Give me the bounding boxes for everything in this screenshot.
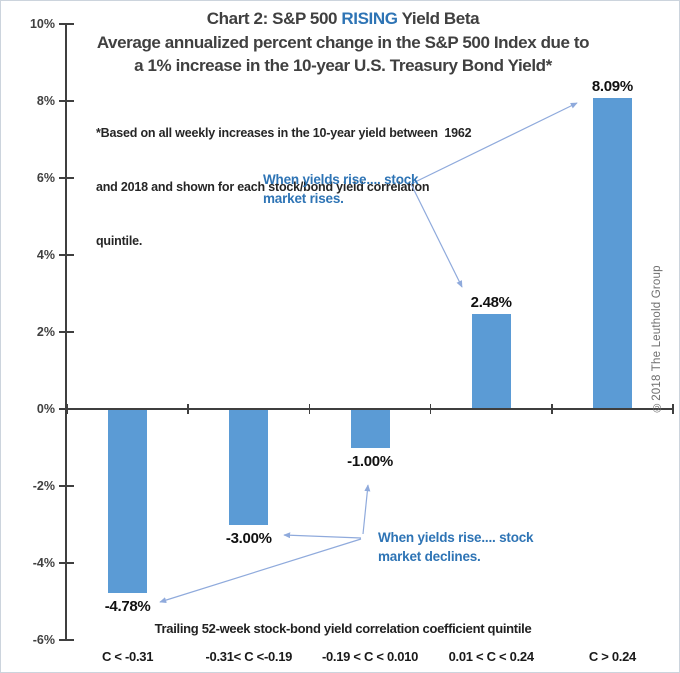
chart-subtitle-line2: a 1% increase in the 10-year U.S. Treasu…	[134, 56, 552, 75]
y-axis-label: 6%	[36, 171, 55, 185]
bar	[471, 313, 511, 409]
category-label: C < -0.31	[102, 649, 154, 664]
data-label: 8.09%	[591, 77, 633, 95]
x-axis-tick	[308, 404, 311, 414]
annotation-arrow	[159, 538, 362, 604]
annotation-arrow	[283, 532, 362, 539]
footnote-line3: quintile.	[96, 234, 143, 248]
bar	[350, 409, 390, 448]
y-axis-tick	[58, 485, 74, 487]
x-axis-tick	[551, 404, 553, 414]
annotation-declines: When yields rise.... stock market declin…	[378, 528, 534, 566]
y-axis-label: 10%	[29, 17, 55, 31]
annotation-arrow	[362, 484, 371, 535]
data-label: -4.78%	[104, 598, 151, 616]
y-axis-tick	[58, 100, 74, 102]
y-axis-tick	[58, 639, 74, 641]
x-axis-tick	[187, 404, 189, 414]
data-label: 2.48%	[470, 293, 512, 311]
annotation-declines-line1: When yields rise.... stock	[378, 530, 534, 545]
y-axis-tick	[58, 177, 74, 179]
annotation-rises-line1: When yields rise.... stock	[263, 172, 419, 187]
x-axis-tick	[672, 404, 674, 414]
annotation-declines-line2: market declines.	[378, 549, 481, 564]
bar	[108, 409, 148, 594]
annotation-rises: When yields rise.... stock market rises.	[263, 170, 419, 208]
bar	[229, 409, 269, 525]
y-axis-label: 4%	[36, 248, 55, 262]
y-axis-tick	[58, 562, 74, 564]
category-label: C > 0.24	[588, 649, 636, 664]
category-label: 0.01 < C < 0.24	[448, 649, 534, 664]
data-label: -1.00%	[347, 452, 393, 470]
y-axis-label: 0%	[36, 402, 55, 416]
footnote-line1: *Based on all weekly increases in the 10…	[96, 126, 472, 140]
chart-subtitle-line1: Average annualized percent change in the…	[96, 32, 590, 52]
title-block: Chart 2: S&P 500 RISING Yield Beta Avera…	[11, 7, 675, 78]
y-axis-tick	[58, 254, 74, 256]
zero-line	[65, 408, 674, 410]
chart-title-suffix: Yield Beta	[397, 9, 480, 28]
y-axis-label: 2%	[36, 325, 55, 339]
y-axis-tick	[58, 23, 74, 25]
chart-title-highlight: RISING	[341, 9, 398, 28]
category-label: -0.31< C <-0.19	[205, 649, 293, 664]
x-axis-tick	[66, 404, 68, 414]
bar	[592, 97, 632, 409]
footnote-line2: and 2018 and shown for each stock/bond y…	[96, 180, 430, 194]
category-label: -0.19 < C < 0.010	[321, 649, 419, 664]
annotation-rises-line2: market rises.	[263, 191, 344, 206]
y-axis-tick	[58, 331, 74, 333]
y-axis-label: -2%	[32, 479, 55, 493]
y-axis-label: -6%	[32, 633, 55, 647]
chart-title: Chart 2: S&P 500 RISING Yield Beta	[11, 7, 675, 31]
chart-title-prefix: Chart 2: S&P 500	[206, 9, 342, 28]
y-axis-label: -4%	[32, 556, 55, 570]
copyright-label: ©2018 The Leuthold Group	[651, 265, 663, 413]
x-axis-tick	[429, 404, 432, 414]
y-axis-label: 8%	[36, 94, 55, 108]
x-axis-title: Trailing 52-week stock-bond yield correl…	[154, 621, 532, 636]
data-label: -3.00%	[225, 529, 272, 547]
